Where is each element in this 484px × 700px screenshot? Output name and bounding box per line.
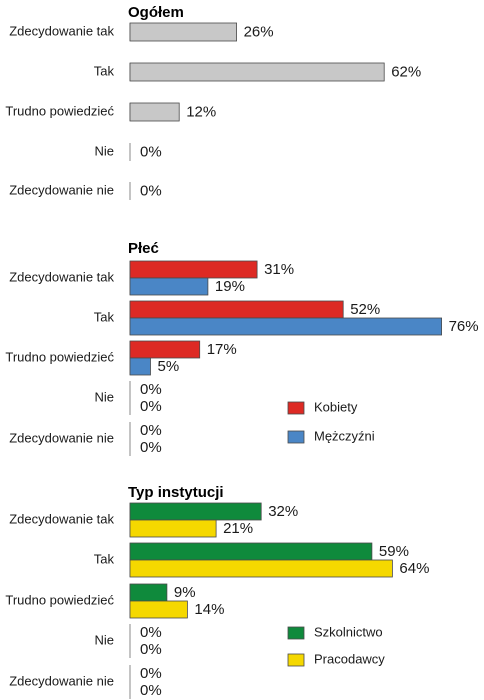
bar bbox=[129, 583, 168, 602]
legend-label: Szkolnictwo bbox=[314, 624, 383, 639]
data-label: 52% bbox=[350, 301, 380, 318]
bar bbox=[129, 502, 262, 521]
data-label: 5% bbox=[158, 358, 180, 375]
data-label: 62% bbox=[391, 63, 421, 80]
data-label: 21% bbox=[223, 520, 253, 537]
category-label: Nie bbox=[94, 632, 114, 647]
panel-title: Płeć bbox=[128, 240, 159, 257]
data-label: 19% bbox=[215, 278, 245, 295]
bar bbox=[129, 260, 258, 279]
bar bbox=[129, 277, 209, 296]
data-label: 0% bbox=[140, 422, 162, 439]
category-label: Tak bbox=[94, 551, 115, 566]
category-label: Zdecydowanie tak bbox=[9, 23, 114, 38]
panel-title: Ogółem bbox=[128, 4, 184, 21]
category-label: Zdecydowanie tak bbox=[9, 269, 114, 284]
data-label: 64% bbox=[399, 560, 429, 577]
data-label: 32% bbox=[268, 503, 298, 520]
category-label: Trudno powiedzieć bbox=[5, 592, 114, 607]
bar bbox=[129, 317, 443, 336]
data-label: 0% bbox=[140, 641, 162, 658]
category-label: Zdecydowanie nie bbox=[9, 673, 114, 688]
data-label: 59% bbox=[379, 543, 409, 560]
bar bbox=[129, 542, 373, 561]
data-label: 0% bbox=[140, 398, 162, 415]
legend-swatch bbox=[287, 430, 305, 444]
data-label: 0% bbox=[140, 624, 162, 641]
category-label: Tak bbox=[94, 63, 115, 78]
bar bbox=[129, 62, 385, 82]
panel-title: Typ instytucji bbox=[128, 484, 224, 501]
bar bbox=[129, 22, 237, 42]
data-label: 0% bbox=[140, 182, 162, 199]
category-label: Trudno powiedzieć bbox=[5, 349, 114, 364]
bar bbox=[129, 300, 344, 319]
data-label: 0% bbox=[140, 439, 162, 456]
category-label: Nie bbox=[94, 143, 114, 158]
bar bbox=[129, 559, 393, 578]
category-label: Zdecydowanie tak bbox=[9, 511, 114, 526]
legend-label: Kobiety bbox=[314, 399, 358, 414]
data-label: 0% bbox=[140, 682, 162, 699]
legend-swatch bbox=[287, 626, 305, 640]
data-label: 76% bbox=[449, 318, 479, 335]
data-label: 9% bbox=[174, 584, 196, 601]
bar bbox=[129, 600, 188, 619]
data-label: 0% bbox=[140, 665, 162, 682]
data-label: 17% bbox=[207, 341, 237, 358]
legend-swatch bbox=[287, 653, 305, 667]
data-label: 0% bbox=[140, 381, 162, 398]
bar bbox=[129, 340, 201, 359]
legend-label: Pracodawcy bbox=[314, 651, 385, 666]
category-label: Tak bbox=[94, 309, 115, 324]
legend-label: Mężczyźni bbox=[314, 428, 375, 443]
category-label: Zdecydowanie nie bbox=[9, 182, 114, 197]
data-label: 26% bbox=[244, 23, 274, 40]
bar bbox=[129, 357, 151, 376]
category-label: Nie bbox=[94, 389, 114, 404]
data-label: 12% bbox=[186, 103, 216, 120]
legend-swatch bbox=[287, 401, 305, 415]
data-label: 0% bbox=[140, 143, 162, 160]
data-label: 31% bbox=[264, 261, 294, 278]
data-label: 14% bbox=[194, 601, 224, 618]
bar bbox=[129, 519, 217, 538]
category-label: Zdecydowanie nie bbox=[9, 430, 114, 445]
bar bbox=[129, 102, 180, 122]
category-label: Trudno powiedzieć bbox=[5, 103, 114, 118]
